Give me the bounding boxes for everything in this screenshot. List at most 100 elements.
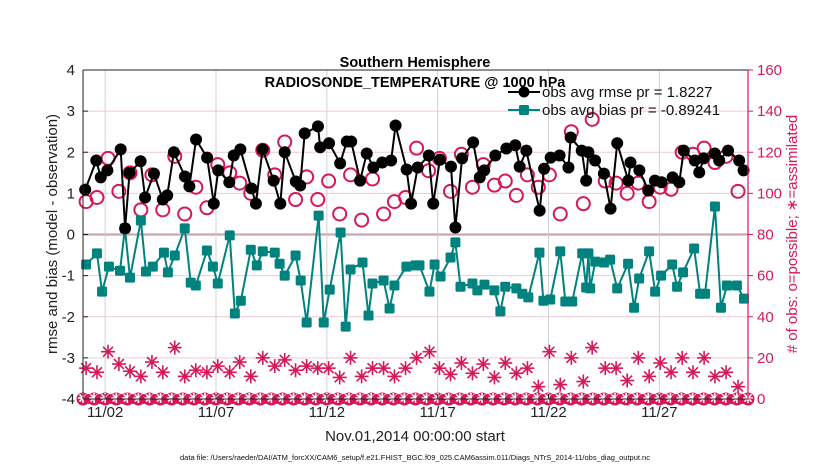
bias-point: [207, 261, 218, 272]
possible-count-point: [332, 206, 348, 222]
rmse-point: [334, 157, 347, 170]
bias-point: [605, 254, 616, 265]
bias-point: [97, 286, 108, 297]
bias-point: [534, 247, 545, 258]
chart-title-line2: RADIOSONDE_TEMPERATURE @ 1000 hPa: [265, 75, 567, 91]
assimilated-count-point: [177, 369, 192, 384]
assimilated-count-point: [111, 357, 126, 372]
rmse-point: [345, 135, 358, 148]
bias-point: [689, 243, 700, 254]
assimilated-count-point: [277, 352, 292, 367]
bias-point: [335, 227, 346, 238]
bias-point: [147, 261, 158, 272]
assimilated-count-point: [620, 373, 635, 388]
assimilated-count-point: [144, 354, 159, 369]
bias-point: [135, 215, 146, 226]
bias-point: [357, 257, 368, 268]
assimilated-count-point: [664, 365, 679, 380]
assimilated-count-point: [332, 370, 347, 385]
possible-count-point: [519, 167, 535, 183]
y-tick-label-right: 20: [757, 350, 774, 367]
rmse-point: [207, 197, 220, 210]
assimilated-count-point: [642, 369, 657, 384]
bias-point: [500, 281, 511, 292]
rmse-point: [367, 161, 380, 174]
y-tick-label-right: 100: [757, 185, 782, 202]
rmse-point: [589, 154, 602, 167]
bias-point: [115, 265, 126, 276]
bias-point: [731, 280, 742, 291]
assimilated-count-point: [210, 359, 225, 374]
rmse-point: [389, 119, 402, 132]
rmse-point: [538, 162, 551, 175]
y-tick-label-right: 120: [757, 144, 782, 161]
rmse-point: [119, 222, 132, 235]
rmse-point: [223, 176, 236, 189]
bias-point: [201, 245, 212, 256]
bias-point: [672, 281, 683, 292]
assimilated-count-point: [465, 366, 480, 381]
rmse-point: [624, 156, 637, 169]
rmse-point: [354, 174, 367, 187]
assimilated-count-point: [675, 350, 690, 365]
assimilated-count-point: [609, 361, 624, 376]
possible-count-point: [552, 206, 568, 222]
rmse-point: [693, 166, 706, 179]
bias-point: [324, 284, 335, 295]
rmse-point: [582, 146, 595, 159]
rmse-point: [737, 164, 750, 177]
possible-count-point: [133, 202, 149, 218]
x-tick-label: 11/02: [87, 404, 123, 421]
rmse-point: [101, 164, 114, 177]
bias-point: [629, 302, 640, 313]
rmse-point: [298, 127, 311, 140]
plot-marks: [76, 111, 755, 406]
possible-count-point: [111, 183, 127, 199]
bias-point: [269, 247, 280, 258]
assimilated-count-point: [133, 369, 148, 384]
bias-point: [709, 201, 720, 212]
rmse-point: [167, 146, 180, 159]
rmse-point: [433, 153, 446, 166]
possible-count-point: [497, 173, 513, 189]
rmse-point: [123, 166, 136, 179]
rmse-point: [422, 149, 435, 162]
rmse-point: [611, 137, 624, 150]
bias-point: [301, 317, 312, 328]
bias-point: [450, 237, 461, 248]
bias-point: [318, 317, 329, 328]
possible-count-point: [89, 189, 105, 205]
rmse-point: [134, 155, 147, 168]
rmse-point: [360, 147, 373, 160]
possible-count-point: [364, 171, 380, 187]
rmse-point: [178, 170, 191, 183]
assimilated-count-point: [719, 365, 734, 380]
assimilated-count-point: [343, 350, 358, 365]
bias-point: [124, 272, 135, 283]
rmse-point: [411, 161, 424, 174]
assimilated-count-point: [443, 367, 458, 382]
assimilated-count-point: [487, 370, 502, 385]
rmse-point: [311, 120, 324, 133]
possible-count-point: [730, 183, 746, 199]
possible-count-point: [530, 179, 546, 195]
bias-point: [424, 286, 435, 297]
y-axis-label-right: # of obs: o=possible; ∗=assimilated: [784, 115, 801, 354]
bias-point: [656, 270, 667, 281]
y-tick-label-left: -4: [62, 391, 75, 408]
rmse-point: [201, 151, 214, 164]
bias-point: [190, 280, 201, 291]
y-tick-label-left: 0: [67, 227, 75, 244]
assimilated-count-point: [243, 369, 258, 384]
x-tick-label: 11/07: [198, 404, 234, 421]
rmse-point: [564, 131, 577, 144]
bias-point: [367, 278, 378, 289]
rmse-point: [520, 144, 533, 157]
axes: 4 3 2 1 0 -1 -2 -3 -4 160 140 120 100 80 60 40 20 0 11/02 1…: [62, 62, 782, 421]
bias-point: [257, 246, 268, 257]
bias-point: [678, 267, 689, 278]
y-tick-label-right: 80: [757, 227, 774, 244]
rmse-point: [256, 143, 269, 156]
assimilated-count-point: [432, 361, 447, 376]
